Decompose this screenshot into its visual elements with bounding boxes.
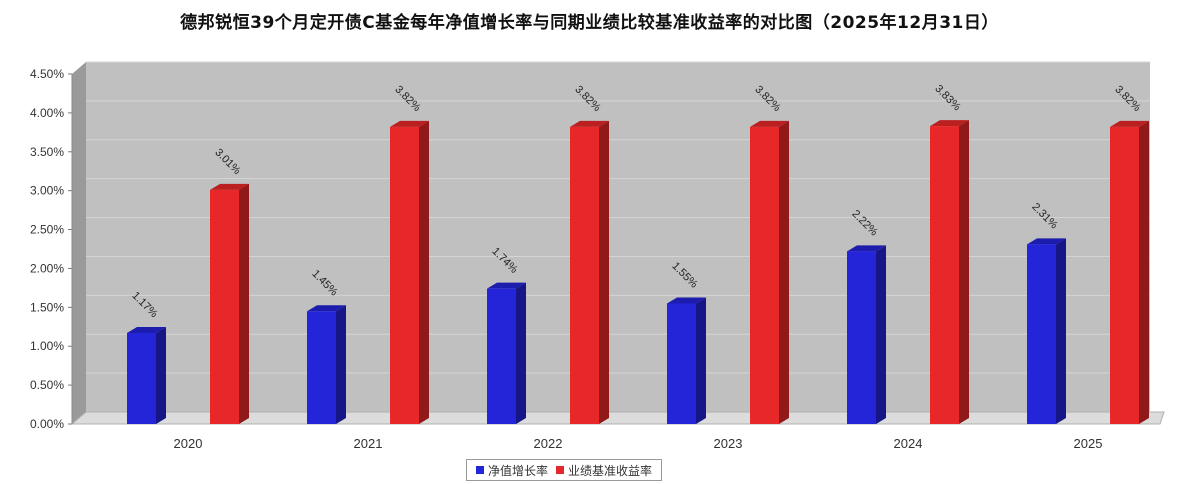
bar-top-1 xyxy=(307,305,346,312)
bar-side-2 xyxy=(959,120,969,424)
bar-side-1 xyxy=(1056,238,1066,424)
chart-title: 德邦锐恒39个月定开债C基金每年净值增长率与同期业绩比较基准收益率的对比图（20… xyxy=(180,13,999,33)
bar-side-1 xyxy=(156,327,166,424)
legend-label-series-2: 业绩基准收益率 xyxy=(568,463,653,478)
bar-side-1 xyxy=(696,297,706,424)
bar-side-2 xyxy=(419,120,429,424)
y-tick-label: 0.50% xyxy=(30,378,64,392)
bar-series-2 xyxy=(930,126,959,424)
bar-top-2 xyxy=(930,120,969,127)
bar-top-1 xyxy=(487,282,526,289)
bar-side-2 xyxy=(779,120,789,424)
bar-series-1 xyxy=(487,288,516,424)
x-tick-label: 2025 xyxy=(1074,436,1103,451)
y-tick-label: 2.50% xyxy=(30,223,64,237)
bar-side-2 xyxy=(239,183,249,424)
y-tick-label: 4.00% xyxy=(30,106,64,120)
bar-side-1 xyxy=(516,282,526,424)
legend-swatch-series-2 xyxy=(556,466,565,474)
y-tick-label: 3.50% xyxy=(30,145,64,159)
chart-legend: 净值增长率 业绩基准收益率 xyxy=(466,459,663,481)
bar-side-1 xyxy=(336,305,346,424)
bar-top-2 xyxy=(570,120,609,127)
y-tick-label: 1.00% xyxy=(30,339,64,353)
bar-series-2 xyxy=(1110,126,1139,424)
bar-series-1 xyxy=(307,311,336,424)
bar-side-1 xyxy=(876,245,886,424)
y-tick-label: 2.00% xyxy=(30,261,64,275)
x-tick-label: 2023 xyxy=(714,436,743,451)
y-tick-label: 1.50% xyxy=(30,300,64,314)
bar-series-1 xyxy=(1027,244,1056,424)
bar-series-1 xyxy=(847,251,876,424)
bar-series-2 xyxy=(390,126,419,424)
y-tick-label: 4.50% xyxy=(30,67,64,81)
bar-top-1 xyxy=(847,245,886,252)
y-tick-label: 0.00% xyxy=(30,417,64,431)
legend-swatch-series-1 xyxy=(476,466,484,474)
plot-side-wall xyxy=(72,62,86,424)
x-tick-label: 2021 xyxy=(354,436,383,451)
legend-item-series-2: 业绩基准收益率 xyxy=(556,462,652,479)
legend-label-series-1: 净值增长率 xyxy=(488,463,549,478)
bar-top-1 xyxy=(667,297,706,304)
legend-item-series-1: 净值增长率 xyxy=(476,462,548,479)
x-tick-label: 2024 xyxy=(894,436,923,451)
y-tick-label: 3.00% xyxy=(30,184,64,198)
bar-top-2 xyxy=(210,183,249,190)
plot-back-wall xyxy=(86,62,1150,412)
x-tick-label: 2020 xyxy=(174,436,203,451)
bar-series-1 xyxy=(667,303,696,424)
x-tick-label: 2022 xyxy=(534,436,563,451)
bar-top-2 xyxy=(1110,120,1149,127)
bar-side-2 xyxy=(599,120,609,424)
bar-series-2 xyxy=(750,126,779,424)
bar-top-1 xyxy=(1027,238,1066,245)
bar-series-2 xyxy=(210,189,239,424)
bar-side-2 xyxy=(1139,120,1149,424)
bar-series-1 xyxy=(127,333,156,424)
bar-top-1 xyxy=(127,327,166,333)
bar-top-2 xyxy=(390,120,429,127)
bar-series-2 xyxy=(570,126,599,424)
bar-top-2 xyxy=(750,120,789,127)
